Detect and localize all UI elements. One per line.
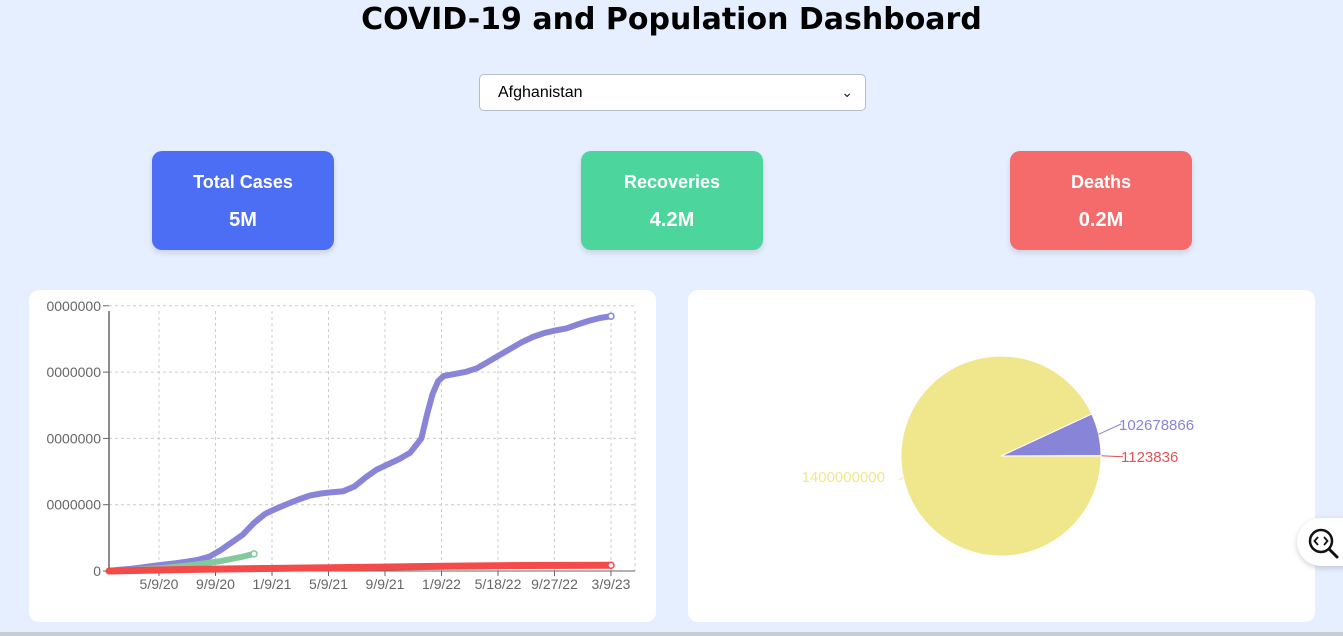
line-series-end-dot (607, 561, 615, 570)
pie-slice-label: 1400000000 (802, 469, 885, 486)
recoveries-card: Recoveries 4.2M (581, 151, 763, 250)
pie-chart-panel: 1123836 102678866 1400000000 (688, 290, 1315, 622)
line-series-2 (105, 561, 615, 575)
line-series-0 (106, 313, 614, 574)
pie-label-line (1100, 455, 1124, 458)
pie-slice-label: 1123836 (1121, 449, 1178, 466)
magnifier-code-icon (1308, 528, 1339, 559)
deaths-card: Deaths 0.2M (1010, 151, 1192, 250)
zoom-inspect-button[interactable] (1297, 518, 1343, 566)
recoveries-value: 4.2M (649, 209, 695, 231)
pie-slice-label: 102678866 (1119, 417, 1194, 434)
x-tick-label: 3/9/23 (592, 576, 631, 592)
x-tick-label: 1/9/21 (253, 576, 292, 592)
y-tick-label: 0000000 (46, 364, 101, 380)
total-cases-card: Total Cases 5M (152, 151, 334, 250)
total-cases-label: Total Cases (193, 172, 293, 192)
x-tick-label: 5/9/20 (140, 576, 179, 592)
y-tick-label: 0000000 (46, 430, 101, 446)
line-chart-panel: 0 0000000 0000000 0000000 0000000 5/9/20 9/9/2… (29, 290, 656, 622)
recoveries-label: Recoveries (623, 172, 721, 192)
y-tick-label: 0000000 (46, 497, 101, 513)
pie-chart: 1123836 102678866 1400000000 (802, 355, 1194, 557)
line-series-end-dot (607, 312, 615, 320)
deaths-label: Deaths (1070, 172, 1132, 192)
line-series-end-dot (250, 550, 258, 558)
y-tick-label: 0 (93, 563, 101, 579)
x-tick-label: 5/9/21 (309, 576, 348, 592)
pie-label-line (1098, 423, 1122, 435)
x-tick-label: 9/9/21 (366, 576, 405, 592)
country-select[interactable]: Afghanistan ⌄ (479, 74, 866, 111)
x-tick-label: 9/27/22 (531, 576, 578, 592)
page-title: COVID-19 and Population Dashboard (361, 2, 982, 37)
pie-label-line (898, 477, 904, 481)
y-tick-label: 0000000 (46, 298, 101, 314)
total-cases-value: 5M (229, 209, 257, 231)
country-select-value: Afghanistan (498, 83, 583, 101)
x-tick-label: 5/18/22 (475, 576, 522, 592)
pie-slice (900, 355, 1102, 557)
chevron-down-icon: ⌄ (841, 84, 853, 100)
line-chart-grid (108, 305, 636, 572)
x-tick-label: 9/9/20 (196, 576, 235, 592)
deaths-value: 0.2M (1078, 209, 1124, 231)
taskbar-edge (0, 632, 1343, 636)
x-tick-label: 1/9/22 (422, 576, 461, 592)
country-select-box[interactable]: Afghanistan ⌄ (479, 74, 866, 111)
